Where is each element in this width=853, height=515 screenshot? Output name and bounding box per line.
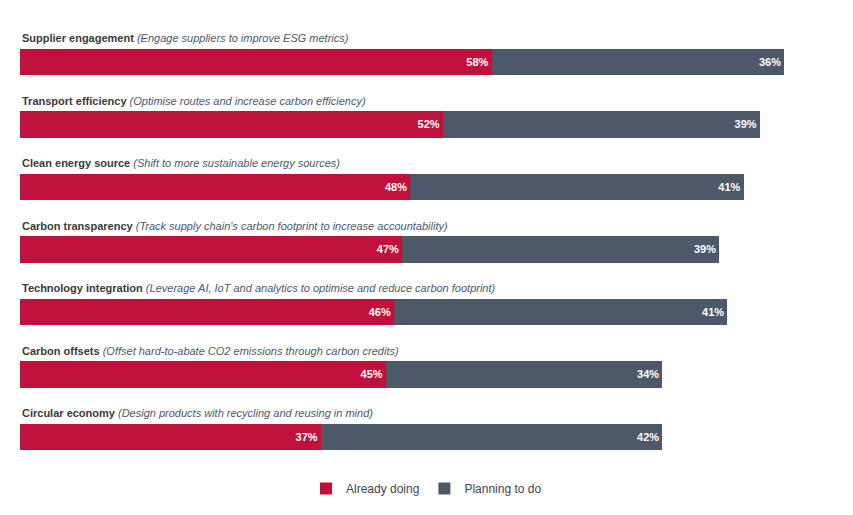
svg-text:Technology integration (Levera: Technology integration (Leverage AI, IoT…: [22, 282, 496, 294]
svg-text:52%: 52%: [418, 118, 440, 130]
svg-text:41%: 41%: [718, 181, 740, 193]
svg-text:Circular economy (Design produ: Circular economy (Design products with r…: [22, 407, 373, 419]
svg-text:42%: 42%: [637, 431, 659, 443]
svg-text:48%: 48%: [385, 181, 407, 193]
svg-text:58%: 58%: [466, 56, 488, 68]
svg-text:34%: 34%: [637, 368, 659, 380]
svg-text:37%: 37%: [296, 431, 318, 443]
svg-text:Planning to do: Planning to do: [464, 482, 541, 496]
svg-text:36%: 36%: [759, 56, 781, 68]
svg-text:41%: 41%: [702, 306, 724, 318]
svg-text:45%: 45%: [361, 368, 383, 380]
svg-text:Carbon offsets (Offset hard-to: Carbon offsets (Offset hard-to-abate CO2…: [22, 345, 399, 357]
svg-text:39%: 39%: [735, 118, 757, 130]
svg-text:Already doing: Already doing: [346, 482, 419, 496]
svg-text:Transport efficiency (Optimise: Transport efficiency (Optimise routes an…: [22, 95, 366, 107]
svg-text:47%: 47%: [377, 243, 399, 255]
svg-text:Clean energy source (Shift to: Clean energy source (Shift to more susta…: [22, 157, 340, 169]
svg-text:Carbon transparency (Track sup: Carbon transparency (Track supply chain'…: [22, 220, 448, 232]
svg-text:46%: 46%: [369, 306, 391, 318]
svg-text:Supplier engagement (Engage su: Supplier engagement (Engage suppliers to…: [22, 32, 349, 44]
svg-text:39%: 39%: [694, 243, 716, 255]
